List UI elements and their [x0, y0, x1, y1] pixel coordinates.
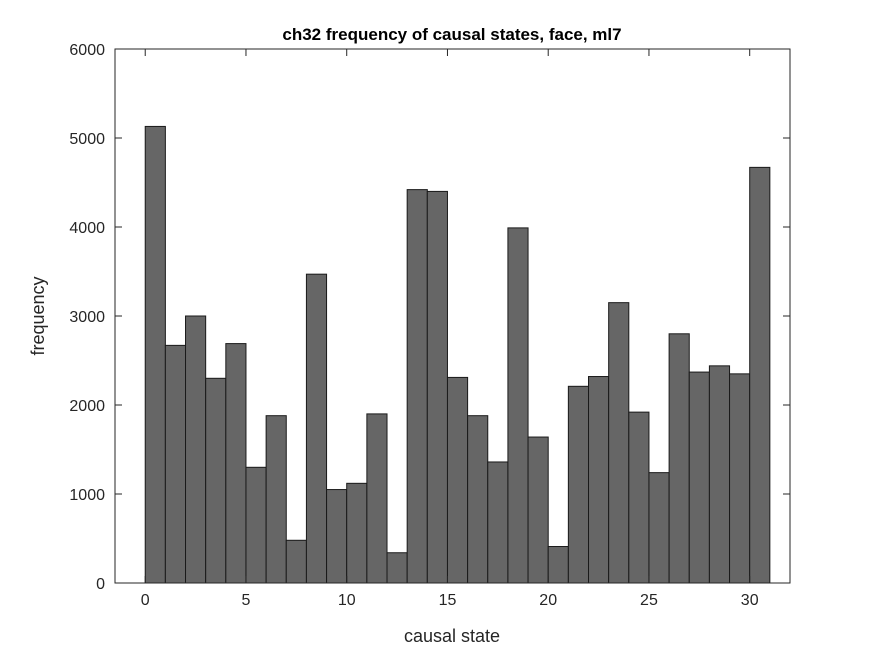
bar-state-3 [205, 377, 227, 584]
bar-state-6 [265, 415, 287, 584]
bar-state-12 [386, 552, 408, 584]
bar-state-24 [628, 411, 650, 584]
x-tick-label: 5 [242, 592, 251, 609]
bar-state-20 [547, 546, 569, 584]
bar-state-23 [608, 302, 630, 584]
bar-state-26 [668, 333, 690, 584]
bar-state-11 [366, 413, 388, 584]
y-axis-ticks: 0 1000 2000 3000 4000 5000 6000 [69, 42, 790, 593]
y-tick-label: 4000 [69, 220, 105, 237]
chart-title: ch32 frequency of causal states, face, m… [282, 25, 621, 44]
x-tick-label: 30 [741, 592, 759, 609]
x-tick-label: 15 [439, 592, 457, 609]
bar-state-8 [305, 273, 328, 584]
bar-state-25 [648, 472, 670, 584]
y-tick-label: 0 [96, 576, 105, 593]
x-tick-label: 25 [640, 592, 658, 609]
bar-state-9 [326, 489, 348, 584]
bars-group [144, 125, 771, 584]
bar-state-10 [346, 482, 368, 584]
y-tick-label: 6000 [69, 42, 105, 59]
bar-state-19 [527, 436, 549, 584]
y-tick-label: 3000 [69, 309, 105, 326]
bar-state-2 [185, 315, 207, 584]
bar-state-28 [708, 365, 731, 584]
bar-state-5 [245, 466, 267, 584]
y-axis-label: frequency [28, 276, 48, 355]
bar-state-17 [487, 461, 509, 584]
x-tick-label: 0 [141, 592, 150, 609]
bar-state-18 [507, 227, 529, 584]
bar-state-27 [688, 371, 710, 584]
bar-state-0 [144, 125, 166, 584]
bar-state-4 [225, 343, 247, 584]
bar-state-30 [749, 166, 771, 584]
x-axis-ticks: 0 5 10 15 20 25 30 [141, 49, 759, 609]
y-tick-label: 1000 [69, 487, 105, 504]
bar-state-15 [446, 376, 469, 584]
bar-state-16 [467, 415, 489, 584]
bar-state-21 [567, 385, 590, 584]
bar-state-7 [285, 539, 307, 584]
bar-state-14 [426, 190, 448, 584]
bar-state-13 [406, 189, 428, 584]
bar-state-22 [588, 376, 610, 584]
x-tick-label: 20 [539, 592, 557, 609]
x-tick-label: 10 [338, 592, 356, 609]
bar-state-1 [164, 344, 187, 584]
y-tick-label: 5000 [69, 131, 105, 148]
bar-state-29 [729, 373, 751, 584]
x-axis-label: causal state [404, 626, 500, 646]
y-tick-label: 2000 [69, 398, 105, 415]
